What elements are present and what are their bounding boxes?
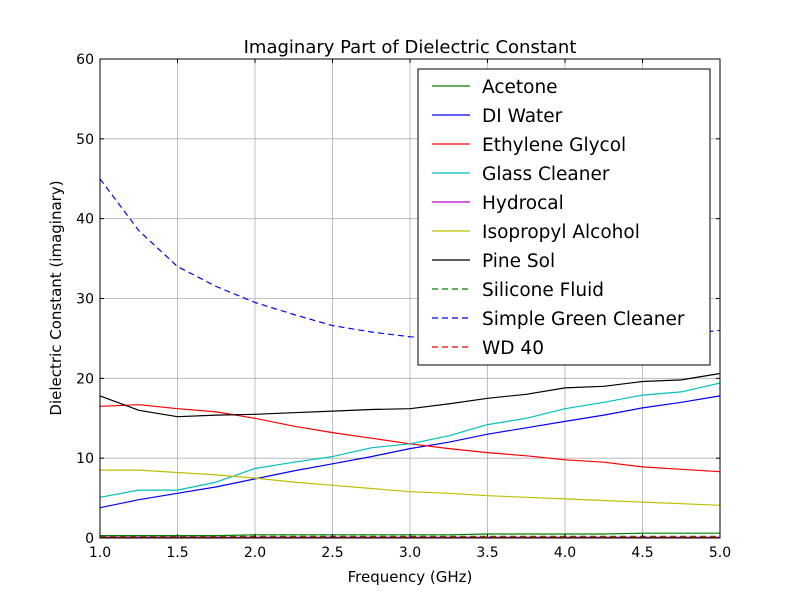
legend-label: Hydrocal <box>482 193 564 214</box>
legend-label: DI Water <box>482 106 563 127</box>
x-tick-label: 1.5 <box>166 545 188 561</box>
series-line-pine-sol <box>99 372 721 418</box>
x-tick-label: 1.0 <box>89 545 111 561</box>
series-line-simple-green-cleaner <box>99 178 721 339</box>
y-tick-label: 20 <box>76 371 94 387</box>
x-tick-label: 5.0 <box>709 545 731 561</box>
x-tick-label: 4.0 <box>554 545 576 561</box>
x-tick-label: 4.5 <box>631 545 653 561</box>
legend-box <box>417 68 711 366</box>
legend-label: Acetone <box>482 77 558 98</box>
legend: Acetone DI Water Ethylene Glycol Glass Clea… <box>417 68 711 366</box>
y-axis-label: Dielectric Constant (imaginary) <box>47 180 65 415</box>
legend-label: Pine Sol <box>482 251 555 272</box>
series-line-isopropyl-alcohol <box>100 469 721 506</box>
x-axis-label: Frequency (GHz) <box>348 568 473 586</box>
x-tick-label: 3.5 <box>476 545 498 561</box>
x-tick-label: 3.0 <box>399 545 421 561</box>
x-tick-label: 2.0 <box>244 545 266 561</box>
series-line-glass-cleaner <box>99 382 721 498</box>
y-tick-label: 30 <box>76 292 94 308</box>
ticks: 1.0 1.5 2.0 2.5 3.0 3.5 4.0 4.5 5.0 0 10 20 30 40 50 60 <box>76 52 731 561</box>
y-tick-label: 60 <box>76 52 94 68</box>
legend-label: WD 40 <box>482 338 544 359</box>
legend-label: Isopropyl Alcohol <box>482 222 640 243</box>
y-tick-label: 10 <box>76 451 94 467</box>
y-tick-label: 0 <box>85 531 94 547</box>
series-line-di-water <box>99 395 721 509</box>
legend-label: Ethylene Glycol <box>482 135 626 156</box>
legend-label: Simple Green Cleaner <box>482 309 685 330</box>
y-tick-label: 40 <box>76 212 94 228</box>
chart-title: Imaginary Part of Dielectric Constant <box>244 37 577 58</box>
legend-label: Glass Cleaner <box>482 164 610 185</box>
legend-label: Silicone Fluid <box>482 280 604 301</box>
x-tick-label: 2.5 <box>321 545 343 561</box>
y-tick-label: 50 <box>76 132 94 148</box>
